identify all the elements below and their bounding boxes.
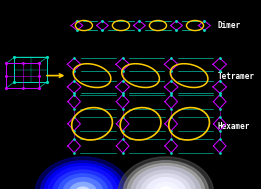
Circle shape — [131, 166, 201, 189]
Circle shape — [123, 161, 209, 189]
Circle shape — [141, 174, 191, 189]
Circle shape — [75, 187, 91, 189]
Circle shape — [69, 182, 97, 189]
Circle shape — [152, 182, 180, 189]
Circle shape — [40, 161, 126, 189]
Text: Hexamer: Hexamer — [217, 122, 250, 131]
Circle shape — [158, 187, 173, 189]
Circle shape — [44, 163, 122, 189]
Circle shape — [136, 170, 196, 189]
Text: Tetramer: Tetramer — [217, 72, 254, 81]
Circle shape — [118, 157, 213, 189]
Text: Dimer: Dimer — [217, 21, 240, 30]
Circle shape — [63, 178, 103, 189]
Circle shape — [35, 157, 131, 189]
Circle shape — [53, 170, 113, 189]
Circle shape — [58, 174, 108, 189]
Circle shape — [127, 163, 205, 189]
Circle shape — [146, 178, 186, 189]
Circle shape — [48, 166, 118, 189]
